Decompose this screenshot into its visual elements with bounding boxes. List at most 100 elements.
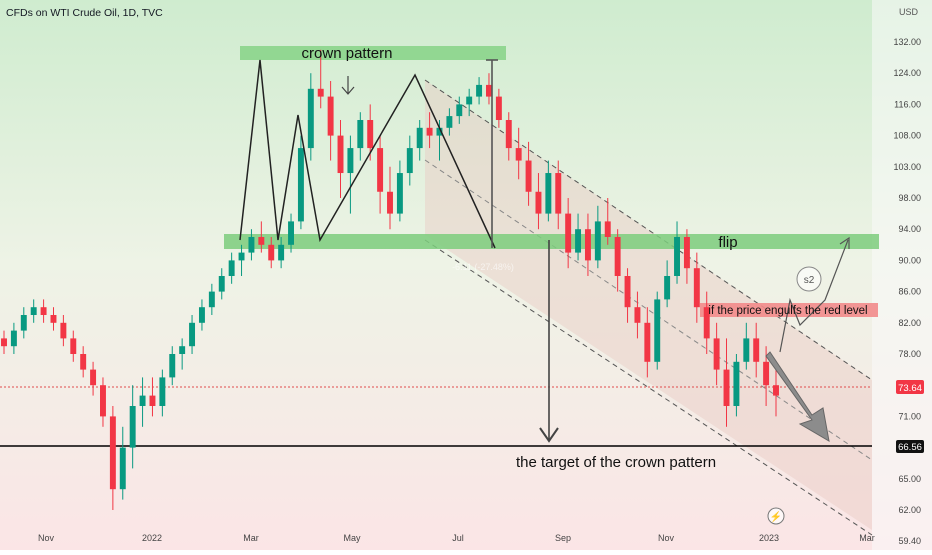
crown-pattern-box (240, 46, 506, 60)
price-tick-label: 59.40 (898, 536, 921, 546)
candle-body (753, 338, 760, 362)
candle-body (525, 160, 532, 192)
candle-body (683, 237, 690, 269)
candle-body (20, 315, 27, 331)
candle-body (426, 127, 433, 136)
candle-body (337, 135, 344, 174)
time-tick-label: Mar (243, 533, 259, 543)
candle-body (505, 120, 512, 149)
time-tick-label: Sep (555, 533, 571, 543)
target-arrow-head (539, 427, 559, 443)
candle-body (198, 307, 205, 323)
candle-body (149, 395, 156, 406)
candle-body (10, 330, 17, 347)
candle-body (495, 96, 502, 120)
candle-body (535, 191, 542, 214)
candle-body (773, 385, 779, 396)
price-tick-label: 103.00 (893, 162, 921, 172)
candle-body (486, 84, 492, 97)
candle-body (594, 221, 601, 261)
price-tick-label: 108.00 (893, 131, 921, 141)
candle-body (208, 291, 215, 308)
candle-body (367, 120, 374, 149)
candle-body (159, 377, 166, 406)
chart-title: CFDs on WTI Crude Oil, 1D, TVC (6, 7, 163, 19)
price-tick-label: 65.00 (898, 474, 921, 484)
candle-body (703, 307, 710, 339)
candle-body (189, 322, 196, 347)
candle-body (733, 361, 740, 406)
candle-body (456, 104, 463, 117)
price-tick-label: 98.00 (898, 193, 921, 203)
candle-body (565, 213, 572, 253)
candle-body (555, 173, 562, 214)
time-tick-label: Jul (452, 533, 464, 543)
candle-body (416, 127, 423, 149)
price-axis-panel (872, 0, 932, 550)
time-tick-label: Nov (38, 533, 55, 543)
time-tick-label: Mar (859, 533, 875, 543)
candle-body (80, 354, 87, 370)
candle-body (674, 237, 680, 276)
flip-label: flip (718, 234, 737, 251)
candle-body (179, 346, 186, 354)
time-axis: Nov 2022 Mar May Jul Sep Nov 2023 Mar (38, 533, 875, 543)
candle-body (238, 252, 245, 261)
candle-body (644, 322, 651, 362)
candle-body (396, 173, 403, 214)
line-price-badge (896, 440, 924, 453)
candle-body (70, 338, 77, 354)
price-tick-label: 78.00 (898, 349, 921, 359)
candles (1, 49, 779, 510)
candle-body (584, 229, 591, 261)
candle-body (218, 276, 225, 292)
candle-body (288, 221, 294, 245)
candle-body (634, 307, 641, 323)
crown-zigzag-line (239, 59, 496, 249)
candle-body (575, 229, 582, 253)
time-tick-label: 2022 (142, 533, 162, 543)
candle-body (228, 260, 235, 276)
target-label: the target of the crown pattern (516, 454, 716, 471)
time-tick-label: 2023 (759, 533, 779, 543)
candle-body (268, 244, 275, 261)
candle-body (723, 369, 730, 406)
faded-measure-label: -6.11 (-27.48%) (452, 262, 514, 272)
price-tick-label: 116.00 (894, 99, 921, 109)
candle-body (357, 120, 364, 149)
currency-label: USD (899, 7, 919, 17)
candle-body (515, 148, 522, 161)
candle-body (139, 395, 146, 406)
red-level-zone (700, 303, 878, 317)
candle-body (119, 447, 126, 490)
candle-body (624, 276, 631, 308)
s2-label: s2 (804, 275, 815, 286)
candle-body (604, 221, 611, 237)
price-tick-label: 90.00 (898, 255, 921, 265)
candle-body (169, 354, 176, 378)
price-tick-label: 82.00 (898, 318, 921, 328)
candle-body (129, 406, 136, 448)
candle-body (30, 307, 37, 315)
price-tick-label: 71.00 (898, 411, 921, 421)
candle-body (743, 338, 750, 362)
candle-body (109, 416, 116, 490)
candle-body (278, 244, 285, 261)
candle-body (347, 148, 354, 174)
candle-body (377, 148, 384, 192)
price-tick-label: 124.00 (893, 68, 921, 78)
candle-body (307, 88, 314, 149)
price-tick-label: 86.00 (898, 287, 921, 297)
price-tick-label: 94.00 (898, 224, 921, 234)
tv-logo[interactable] (767, 507, 785, 525)
flip-zone (224, 234, 879, 249)
bearish-projection-arrow (765, 351, 830, 442)
candle-body (664, 276, 671, 300)
candle-body (40, 307, 47, 315)
price-tick-label: 132.00 (893, 37, 921, 47)
candle-body (406, 148, 413, 174)
candle-body (693, 268, 700, 308)
current-price-badge (896, 380, 924, 394)
